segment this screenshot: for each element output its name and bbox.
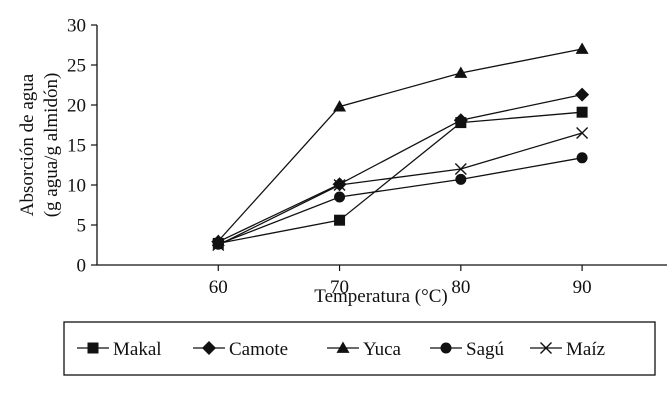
data-point-yuca (333, 100, 347, 112)
data-point-maiz (212, 239, 225, 251)
series-line-makal (218, 111, 583, 245)
y-axis-title-line2: (g agua/g almidón) (41, 73, 62, 218)
y-tick-label: 0 (77, 256, 87, 277)
data-point-maiz-stroke-b (212, 239, 225, 251)
y-tick-label: 5 (77, 216, 87, 237)
series-lines (217, 48, 583, 246)
y-tick-label: 10 (67, 176, 86, 197)
series-markers (211, 42, 590, 251)
legend-marker-sagu (440, 342, 452, 354)
data-point-maiz (576, 127, 589, 139)
series-line-camote (217, 93, 583, 243)
x-tick-label: 60 (209, 277, 228, 298)
data-point-camote (575, 87, 590, 102)
legend-label-camote: Camote (229, 339, 288, 360)
legend-label-sagu: Sagú (466, 339, 505, 360)
legend-marker-makal (87, 342, 99, 354)
legend-marker-camote (202, 341, 216, 355)
data-point-makal (334, 214, 346, 226)
series-line-maiz (217, 132, 583, 246)
x-axis-title: Temperatura (°C) (314, 286, 447, 307)
legend-box (63, 321, 656, 376)
data-point-maiz-stroke-b (333, 179, 346, 191)
data-point-maiz-stroke-b (454, 163, 467, 175)
series-line-sagu (218, 157, 583, 245)
y-tick-label: 30 (67, 16, 86, 37)
data-point-sagu (334, 191, 346, 203)
x-tick-label: 90 (573, 277, 592, 298)
data-point-maiz-stroke-b (576, 127, 589, 139)
data-point-maiz (454, 163, 467, 175)
legend: Makal Camote Yuca Sagú Maíz (63, 321, 656, 376)
y-tick-label: 20 (67, 96, 86, 117)
data-point-sagu (455, 173, 467, 185)
data-point-camote (453, 113, 468, 128)
legend-label-makal: Makal (113, 339, 162, 360)
data-point-yuca (454, 66, 468, 78)
legend-label-yuca: Yuca (363, 339, 402, 360)
data-point-maiz (333, 179, 346, 191)
axes: 0 5 10 15 20 25 30 60 70 80 90 (67, 16, 667, 298)
x-tick-label: 70 (330, 277, 349, 298)
legend-label-maiz: Maíz (566, 339, 605, 360)
y-tick-label: 15 (67, 136, 86, 157)
y-tick-label: 25 (67, 56, 86, 77)
series-line-yuca (217, 48, 583, 242)
data-point-sagu (576, 152, 588, 164)
legend-marker-maiz-stroke-b (540, 342, 552, 354)
data-point-makal (576, 106, 588, 118)
legend-marker-yuca (336, 341, 350, 353)
x-tick-label: 80 (451, 277, 470, 298)
data-point-yuca (575, 42, 589, 54)
legend-marker-maiz (540, 342, 552, 354)
y-axis-title-line1: Absorción de agua (17, 73, 38, 216)
